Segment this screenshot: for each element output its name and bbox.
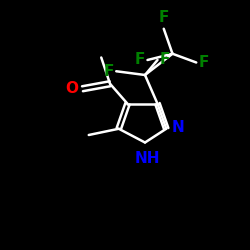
Text: F: F [199,55,209,70]
Text: F: F [104,64,114,79]
Text: O: O [66,81,79,96]
Text: N: N [172,120,184,135]
Text: F: F [158,10,169,25]
Text: F: F [135,52,145,68]
Text: F: F [160,52,170,68]
Text: NH: NH [135,151,160,166]
